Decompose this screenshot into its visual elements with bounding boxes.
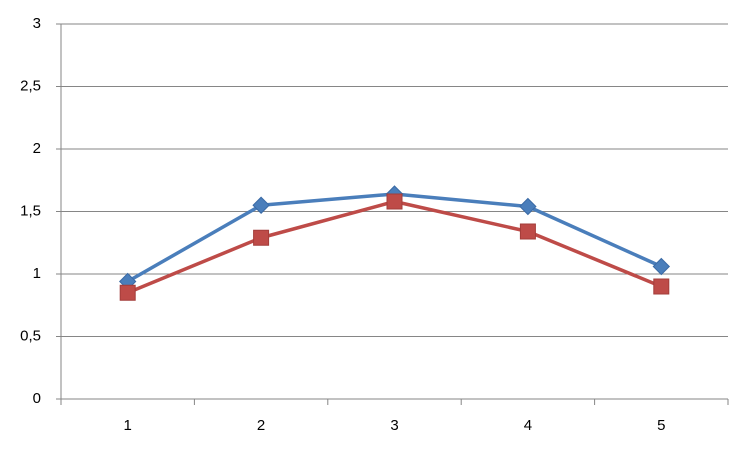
y-tick-label: 2 xyxy=(33,140,41,157)
y-tick-label: 1 xyxy=(33,265,41,282)
marker xyxy=(119,284,136,301)
y-tick-label: 2,5 xyxy=(20,77,41,94)
x-tick-label: 4 xyxy=(524,417,532,434)
marker xyxy=(519,223,536,240)
y-tick-label: 3 xyxy=(33,15,41,32)
marker xyxy=(253,229,270,246)
marker xyxy=(386,193,403,210)
marker xyxy=(653,278,670,295)
series-line xyxy=(127,199,662,295)
marker xyxy=(519,197,537,216)
x-tick-label: 3 xyxy=(390,417,398,434)
marker xyxy=(252,196,270,214)
y-tick-label: 0,5 xyxy=(20,327,41,344)
x-tick-label: 1 xyxy=(124,417,132,434)
x-tick-label: 5 xyxy=(657,417,665,434)
marker xyxy=(652,257,671,276)
y-tick-label: 0 xyxy=(33,390,41,407)
y-tick-label: 1,5 xyxy=(20,202,41,219)
x-tick-label: 2 xyxy=(257,417,265,434)
